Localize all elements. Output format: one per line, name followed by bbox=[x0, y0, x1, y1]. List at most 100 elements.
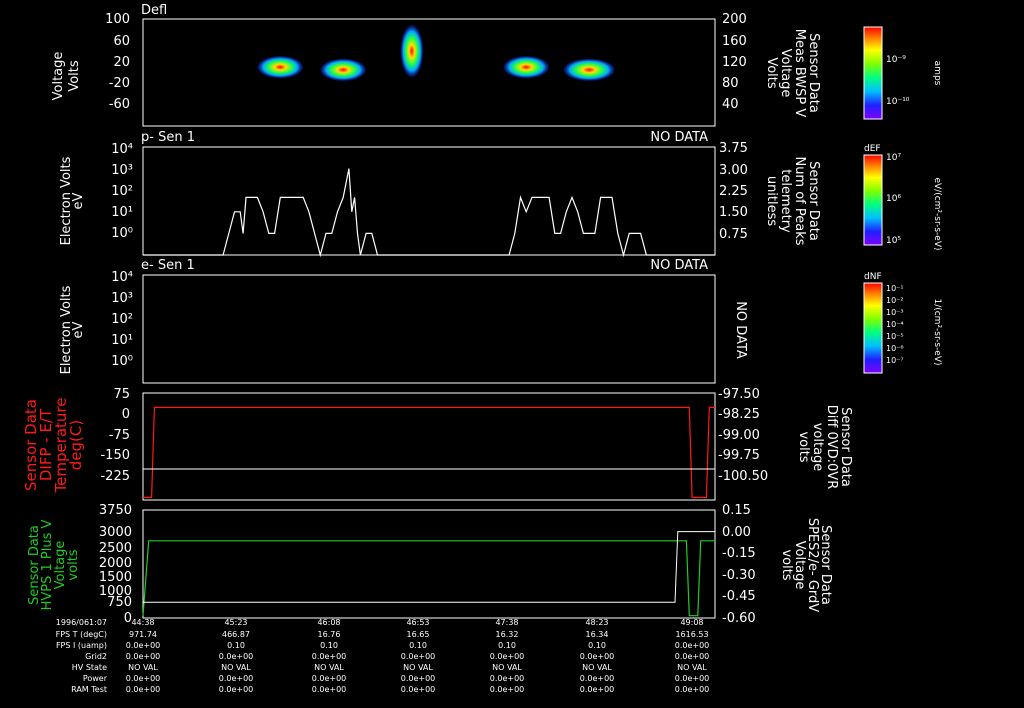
panel-defl-title: Defl bbox=[141, 3, 167, 18]
y-tick-label: 10² bbox=[111, 312, 133, 327]
axis-label-line: SPES2/e- GrdV bbox=[805, 518, 820, 612]
footer-cell: 0.0e+00 bbox=[219, 674, 254, 683]
footer-row-label: FPS T (degC) bbox=[56, 630, 107, 639]
right-tick-label: 3.75 bbox=[719, 141, 748, 156]
panel-e-sen1-frame bbox=[142, 274, 716, 384]
left-axis-label: Sensor Data DIFP - E/T Temperature deg(C… bbox=[22, 397, 85, 493]
right-axis-label: Sensor Data Diff 0VD:0VR voltage volts bbox=[796, 405, 853, 489]
footer-cell: 0.0e+00 bbox=[675, 641, 710, 650]
y-tick-labels: 75 0 -75 -150 -225 bbox=[100, 387, 130, 484]
footer-row-label: FPS I (uamp) bbox=[56, 641, 107, 650]
axis-label-line: Voltage bbox=[792, 541, 807, 590]
colorbar-tick: 10⁻¹ bbox=[886, 284, 904, 293]
panel-defl-frame bbox=[142, 18, 716, 127]
axis-label-line: eV bbox=[71, 321, 86, 338]
right-tick-label: 1.50 bbox=[719, 205, 748, 220]
right-tick-labels: 0.15 0.00 -0.15 -0.30 -0.45 -0.60 bbox=[722, 503, 756, 626]
axis-label-line: Sensor Data bbox=[27, 525, 42, 605]
footer-cell: 49:08 bbox=[680, 618, 703, 627]
colorbar-tick: 10⁻⁹ bbox=[886, 55, 906, 65]
panel-defl: Defl 100 60 20 -20 -60 200 160 120 80 40… bbox=[51, 3, 942, 127]
panel-hvps-frame bbox=[142, 509, 716, 619]
footer-cell: 47:38 bbox=[495, 618, 518, 627]
no-data-label: NO DATA bbox=[650, 130, 708, 145]
y-tick-label: 0 bbox=[124, 611, 132, 626]
footer-cell: 0.0e+00 bbox=[126, 641, 161, 650]
y-tick-label: 2000 bbox=[99, 556, 132, 571]
y-tick-label: 10³ bbox=[111, 163, 133, 178]
footer-cell: 0.0e+00 bbox=[490, 652, 525, 661]
footer-cell: 0.0e+00 bbox=[675, 674, 710, 683]
right-tick-label: 160 bbox=[722, 34, 747, 49]
footer-cell: NO VAL bbox=[492, 663, 522, 672]
footer-cell: 0.0e+00 bbox=[675, 652, 710, 661]
panel-temperature-frame bbox=[142, 392, 716, 501]
footer-cell: NO VAL bbox=[221, 663, 251, 672]
right-tick-label: 200 bbox=[722, 12, 747, 27]
colorbar-tick: 10⁻³ bbox=[886, 308, 904, 317]
right-tick-label: -0.30 bbox=[722, 568, 756, 583]
y-tick-label: 750 bbox=[107, 595, 132, 610]
axis-label-line: volts bbox=[779, 549, 794, 580]
footer-cell: 16.76 bbox=[318, 630, 341, 639]
axis-label-line: Diff 0VD:0VR bbox=[824, 405, 839, 489]
right-tick-labels: -97.50 -98.25 -99.00 -99.75 -100.50 bbox=[718, 387, 768, 484]
axis-label-line: DIFP - E/T bbox=[37, 408, 55, 481]
axis-label-line: Voltage bbox=[51, 52, 66, 101]
axis-label-line: Sensor Data bbox=[806, 33, 821, 113]
axis-label-line: unitless bbox=[764, 176, 779, 227]
right-tick-label: -98.25 bbox=[718, 407, 760, 422]
y-tick-label: -225 bbox=[100, 469, 130, 484]
right-tick-labels: 200 160 120 80 40 bbox=[722, 12, 747, 112]
footer-cell: 16.34 bbox=[586, 630, 609, 639]
colorbar-def bbox=[863, 154, 883, 246]
footer-cell: 46:53 bbox=[406, 618, 429, 627]
y-tick-labels: 3750 3000 2500 2000 1500 1000 750 0 bbox=[99, 503, 132, 626]
footer-cell: 0.0e+00 bbox=[219, 685, 254, 694]
footer-cell: 971.74 bbox=[129, 630, 157, 639]
axis-label-line: Volts bbox=[764, 57, 779, 89]
panel-e-sen1: e- Sen 1 NO DATA 10⁴ 10³ 10² 10¹ 10⁰ Ele… bbox=[59, 258, 942, 384]
axis-label-line: Volts bbox=[67, 60, 82, 92]
right-tick-label: -99.00 bbox=[718, 428, 760, 443]
y-tick-labels: 100 60 20 -20 -60 bbox=[105, 12, 130, 112]
heatmap-blob bbox=[400, 24, 424, 78]
right-tick-label: -97.50 bbox=[718, 387, 760, 402]
panel-p-sen1-frame bbox=[142, 146, 716, 256]
y-tick-label: 10⁴ bbox=[111, 142, 133, 157]
footer-cell: 0.10 bbox=[227, 641, 245, 650]
colorbar-tick: 10⁻⁵ bbox=[886, 332, 904, 341]
peaks-line bbox=[143, 168, 715, 258]
colorbar-ticks: 10⁻¹ 10⁻² 10⁻³ 10⁻⁴ 10⁻⁵ 10⁻⁶ 10⁻⁷ bbox=[886, 284, 904, 365]
y-tick-label: 2500 bbox=[99, 541, 132, 556]
heatmap-blob bbox=[320, 58, 367, 82]
footer-cell: 0.0e+00 bbox=[490, 674, 525, 683]
right-tick-label: 0.75 bbox=[719, 227, 748, 242]
hvps-voltage-line bbox=[142, 540, 715, 617]
y-tick-label: 100 bbox=[105, 12, 130, 27]
panel-title: e- Sen 1 bbox=[141, 258, 195, 273]
panel-temperature: 75 0 -75 -150 -225 -97.50 -98.25 -99.00 … bbox=[22, 387, 853, 501]
footer-cell: 1616.53 bbox=[675, 630, 708, 639]
right-tick-label: -0.60 bbox=[722, 611, 756, 626]
y-tick-label: -60 bbox=[109, 97, 130, 112]
footer-cell: 0.0e+00 bbox=[219, 652, 254, 661]
footer-cell: 0.0e+00 bbox=[580, 685, 615, 694]
axis-label-line: Sensor Data bbox=[22, 399, 40, 491]
footer-cell: 44:38 bbox=[131, 618, 154, 627]
colorbar-tick: 10⁻⁶ bbox=[886, 344, 904, 353]
left-axis-label: Sensor Data HVPS 1 Plus V Voltage volts bbox=[27, 520, 81, 611]
footer-row-label: RAM Test bbox=[71, 685, 107, 694]
axis-label-line: Num of Peaks bbox=[792, 156, 807, 245]
y-tick-label: 0 bbox=[122, 407, 130, 422]
grid-voltage-line bbox=[143, 531, 715, 603]
y-tick-label: -20 bbox=[109, 76, 130, 91]
footer-cell: NO VAL bbox=[128, 663, 158, 672]
right-tick-label: -0.15 bbox=[722, 546, 756, 561]
axis-label-line: Electron Volts bbox=[59, 285, 74, 374]
footer-cell: 16.65 bbox=[407, 630, 430, 639]
footer-cell: 0.0e+00 bbox=[312, 685, 347, 694]
heatmap-blob bbox=[503, 55, 550, 79]
y-tick-label: 10² bbox=[111, 184, 133, 199]
footer-row-label: Power bbox=[83, 674, 108, 683]
